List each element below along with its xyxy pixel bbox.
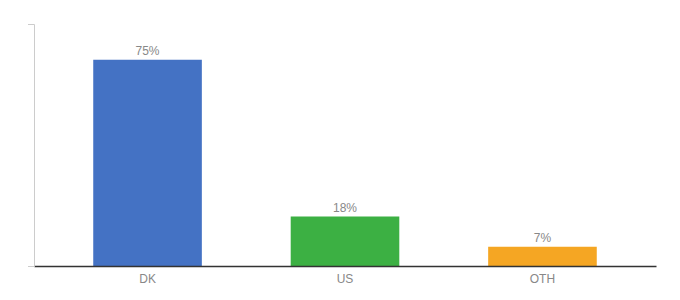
x-tick-label: OTH [530,272,555,286]
y-axis-line [28,25,35,267]
bar [93,60,202,266]
y-axis [28,25,35,267]
plot: 75% 18% 7% DK US OTH [28,25,657,287]
x-axis-line [35,266,657,268]
x-tick: US [337,272,354,286]
x-tick-label: DK [139,272,156,286]
bar [488,247,597,266]
data-label: 75% [136,44,160,58]
x-axis: DK US OTH [35,267,657,287]
chart: 75% 18% 7% DK US OTH [0,0,680,300]
data-labels: 75% 18% 7% [136,44,552,245]
data-label: 7% [534,231,552,245]
x-tick: OTH [530,272,555,286]
bars [93,60,597,266]
bar [291,217,400,267]
x-tick: DK [139,272,156,286]
data-label: 18% [333,201,357,215]
x-tick-label: US [337,272,354,286]
